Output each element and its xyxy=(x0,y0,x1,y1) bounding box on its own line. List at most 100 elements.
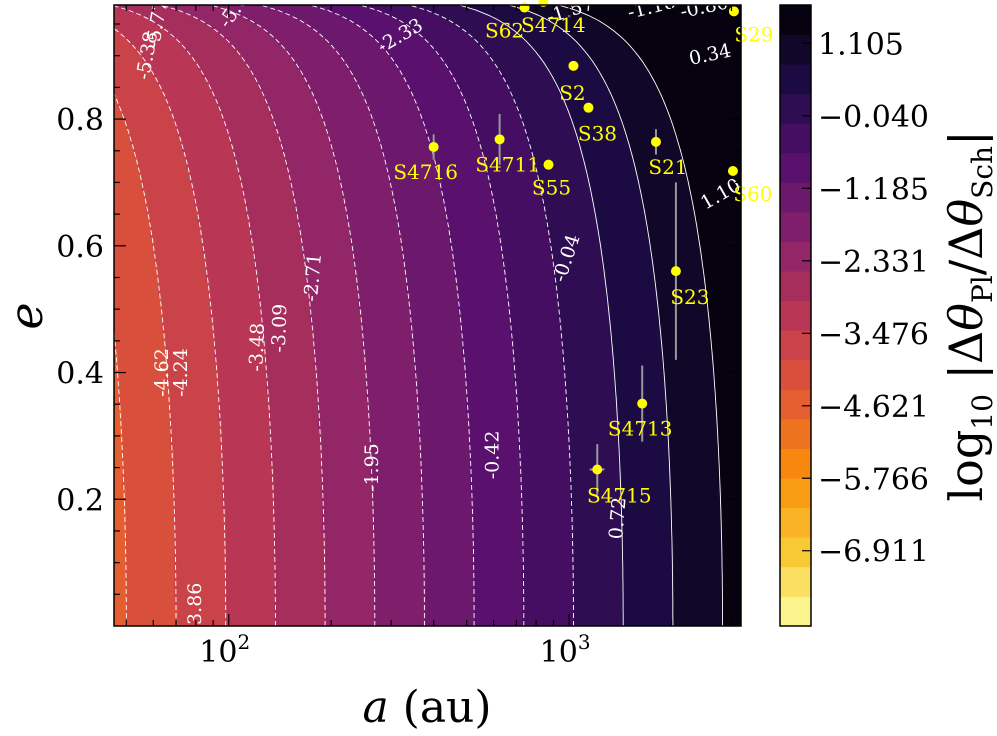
contour-label: -3.48 xyxy=(245,322,269,371)
colorbar-band xyxy=(780,596,811,627)
star-label: S38 xyxy=(578,122,617,146)
x-tick-label: 103 xyxy=(540,630,591,670)
star-s62: S62 xyxy=(485,2,530,43)
colorbar-tick-label: −1.185 xyxy=(818,172,929,207)
contour-line xyxy=(114,5,276,626)
colorbar-band xyxy=(780,359,811,390)
star-point xyxy=(519,2,530,13)
star-label: S23 xyxy=(670,285,709,309)
colorbar-ticks: 1.105 −0.040 −1.185 −2.331 −3.476 −4.621 −5.76… xyxy=(802,27,929,570)
colorbar-band xyxy=(780,566,811,597)
contour-label: 0.72 xyxy=(605,496,631,540)
star-point xyxy=(650,136,661,147)
x-axis-ticks: 102 103 xyxy=(125,5,733,670)
y-tick-label: 0.4 xyxy=(56,357,104,392)
star-point xyxy=(568,60,579,71)
star-label: S4714 xyxy=(521,13,586,37)
colorbar-tick-label: −6.911 xyxy=(818,535,929,570)
star-s60: S60 xyxy=(727,166,773,206)
colorbar-band xyxy=(780,34,811,65)
contour-lines xyxy=(114,5,723,626)
colorbar-band xyxy=(780,93,811,124)
colorbar-tick-label: 1.105 xyxy=(818,27,904,62)
plot-frame xyxy=(113,4,742,627)
star-s29: S29 xyxy=(728,6,773,46)
contour-line xyxy=(114,92,177,626)
colorbar-tick-label: −4.621 xyxy=(818,390,929,425)
y-tick-label: 0.6 xyxy=(56,230,104,265)
star-s55: S55 xyxy=(532,159,571,200)
contour-label: -3.09 xyxy=(268,303,292,352)
y-axis-title: e xyxy=(0,302,53,329)
colorbar-band xyxy=(780,271,811,302)
colorbar-band xyxy=(780,123,811,154)
colorbar-band xyxy=(780,389,811,420)
contour-line xyxy=(309,5,475,626)
star-s38: S38 xyxy=(578,102,617,146)
star-label: S4716 xyxy=(393,160,458,184)
star-label: S21 xyxy=(648,155,687,179)
star-label: S2 xyxy=(559,81,585,105)
colorbar-band xyxy=(780,478,811,509)
contour-fill xyxy=(114,5,741,626)
colorbar: 1.105 −0.040 −1.185 −2.331 −3.476 −4.621 −5.76… xyxy=(779,4,929,627)
colorbar-band xyxy=(780,537,811,568)
contour-label: -2.71 xyxy=(300,252,326,302)
colorbar-band xyxy=(780,152,811,183)
colorbar-tick-label: −2.331 xyxy=(818,245,929,280)
star-s23: S23 xyxy=(670,182,709,360)
star-label: S4711 xyxy=(475,152,540,176)
y-axis-ticks: 0.2 0.4 0.6 0.8 xyxy=(56,23,741,595)
colorbar-bands xyxy=(780,5,811,627)
star-point xyxy=(670,266,681,277)
y-tick-label: 0.8 xyxy=(56,103,104,138)
star-point xyxy=(592,464,603,475)
star-s4715: S4715 xyxy=(587,444,652,507)
colorbar-band xyxy=(780,300,811,331)
star-point xyxy=(428,141,439,152)
star-s4711: S4711 xyxy=(475,113,540,176)
star-label: S29 xyxy=(734,22,773,46)
star-label: S4713 xyxy=(608,417,673,441)
colorbar-tick-label: −5.766 xyxy=(818,462,929,497)
star-point xyxy=(543,159,554,170)
colorbar-tick-label: −0.040 xyxy=(818,100,929,135)
plot-area: -5.38-5.77 -5.0-4.62-4.24-3.86-3.48-3.09-… xyxy=(56,0,773,670)
contour-label: -0.42 xyxy=(482,431,504,480)
colorbar-band xyxy=(780,448,811,479)
colorbar-band xyxy=(780,182,811,213)
contour-label: -1.95 xyxy=(361,443,383,492)
star-s2: S2 xyxy=(559,60,586,105)
colorbar-band xyxy=(780,507,811,538)
star-label: S62 xyxy=(485,19,524,43)
contour-line xyxy=(458,5,624,626)
star-label: S4715 xyxy=(587,483,652,507)
star-point xyxy=(494,134,505,145)
colorbar-band xyxy=(780,64,811,95)
x-axis-title: a (au) xyxy=(362,682,491,733)
colorbar-title: log10 |ΔθPl/ΔθSch| xyxy=(939,130,997,501)
contour-line xyxy=(359,5,525,626)
contour-line xyxy=(260,5,425,626)
colorbar-band xyxy=(780,241,811,272)
colorbar-band xyxy=(780,330,811,361)
colorbar-band xyxy=(780,419,811,449)
star-s4714: S4714 xyxy=(521,0,586,37)
star-s4716: S4716 xyxy=(393,134,458,184)
star-s21: S21 xyxy=(648,129,688,179)
contour-label: -4.24 xyxy=(170,348,192,397)
star-point xyxy=(727,166,738,177)
star-point xyxy=(583,102,594,113)
contour-line xyxy=(409,5,574,626)
contour-line xyxy=(558,5,723,626)
contour-line xyxy=(114,28,227,626)
star-s4713: S4713 xyxy=(608,365,673,442)
contour-line xyxy=(160,5,326,626)
star-label: S60 xyxy=(733,182,772,206)
contour-line xyxy=(210,5,376,626)
x-tick-label: 102 xyxy=(199,630,250,670)
colorbar-band xyxy=(780,212,811,242)
colorbar-band xyxy=(780,5,811,35)
colorbar-frame xyxy=(779,4,812,627)
